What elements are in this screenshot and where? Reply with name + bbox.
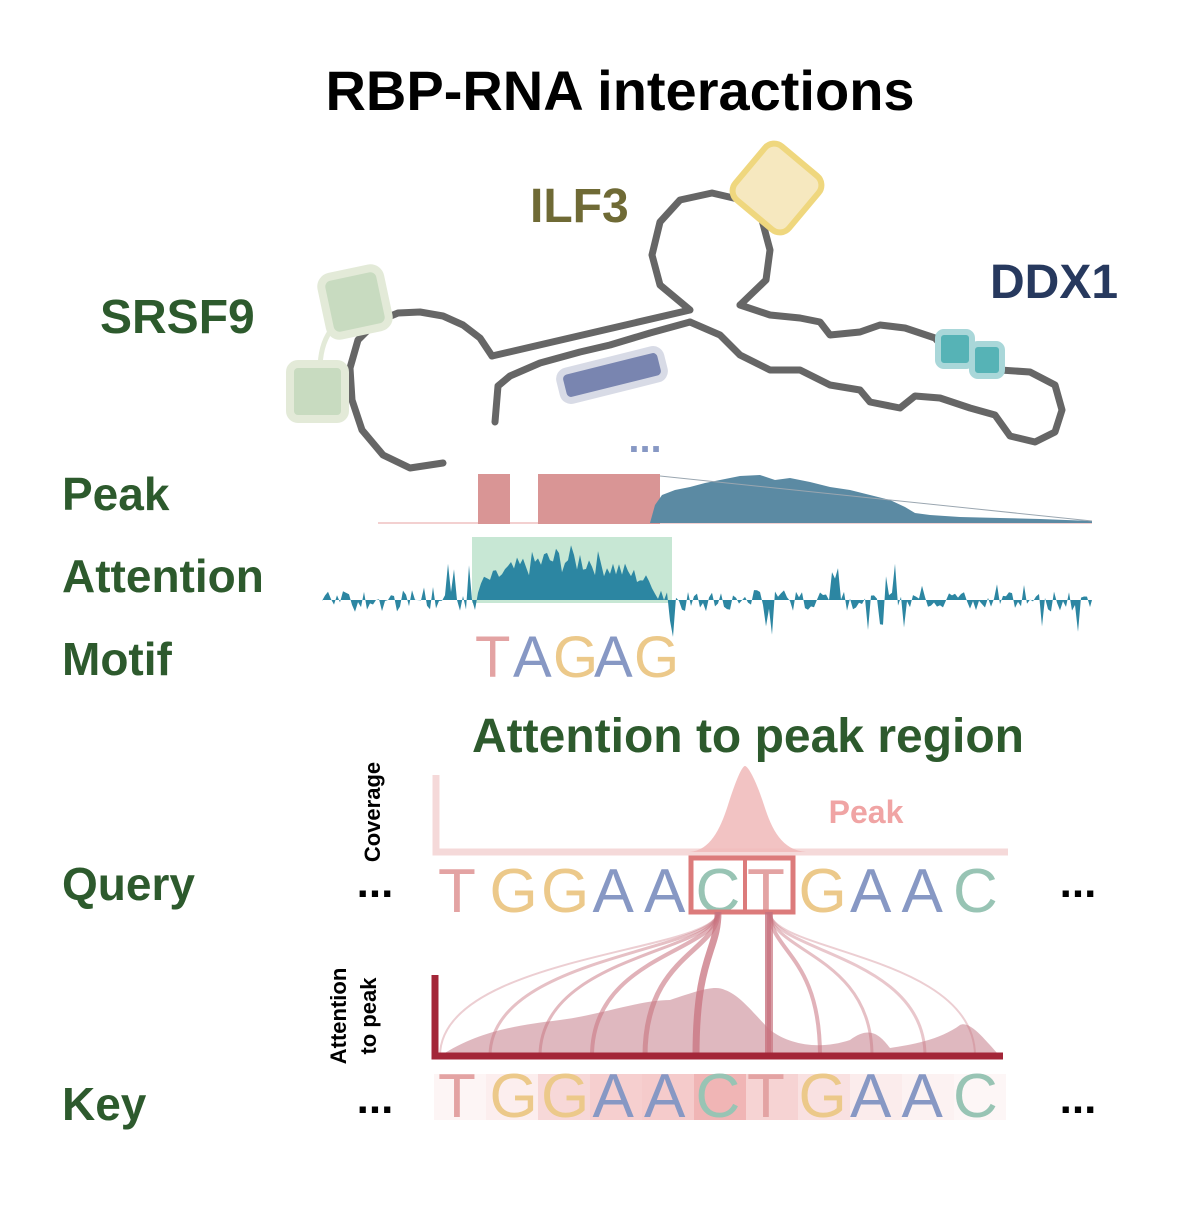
- query-ellipsis-left: ...: [357, 858, 394, 907]
- attention-arc: [769, 911, 976, 1057]
- query-letter: A: [593, 857, 635, 926]
- query-letter: C: [953, 857, 998, 926]
- rna-ellipsis: ...: [628, 417, 661, 461]
- key-shade-cell: [798, 1074, 850, 1120]
- peak-bar-2: [538, 474, 660, 524]
- peak-track: [378, 474, 1093, 524]
- attention-arc: [692, 911, 722, 1057]
- key-shade-cell: [642, 1074, 694, 1120]
- peak-track-label: Peak: [62, 468, 170, 520]
- section-title: Attention to peak region: [472, 710, 1024, 763]
- peak-annotation: Peak: [829, 794, 904, 830]
- query-letter: G: [541, 857, 589, 926]
- attention-arc: [439, 911, 719, 1057]
- motif-letter: A: [513, 625, 552, 690]
- attention-signal: [322, 545, 1092, 637]
- query-letter: G: [799, 857, 847, 926]
- attention-arc: [768, 911, 927, 1057]
- key-label: Key: [62, 1078, 147, 1130]
- attention-arc: [768, 911, 822, 1057]
- key-letter: T: [438, 1062, 476, 1131]
- query-highlight-box: [688, 855, 796, 915]
- key-letter: G: [490, 1062, 538, 1131]
- attention-track-label: Attention: [62, 550, 264, 602]
- rbp-bar: [556, 346, 668, 404]
- coverage-axis-label: Coverage: [360, 762, 385, 862]
- ddx1-domain-2: [969, 341, 1005, 379]
- query-label: Query: [62, 858, 195, 910]
- key-letter: T: [747, 1062, 785, 1131]
- key-shade-cell: [746, 1074, 798, 1120]
- key-shade-cell: [434, 1074, 486, 1120]
- key-letter: A: [850, 1062, 892, 1131]
- key-ellipsis-left: ...: [357, 1074, 394, 1123]
- key-letter: A: [644, 1062, 686, 1131]
- motif-logo: T A GA G: [475, 625, 679, 690]
- coverage-axis: [432, 775, 1008, 856]
- query-ellipsis-right: ...: [1060, 858, 1097, 907]
- query-letter: A: [644, 857, 686, 926]
- key-shade-cell: [902, 1074, 954, 1120]
- attention-axis: [431, 975, 1003, 1060]
- key-attention-shading: [434, 1074, 1006, 1120]
- key-shade-cell: [694, 1074, 746, 1120]
- motif-letter: A: [594, 625, 633, 690]
- attention-arc: [488, 911, 720, 1057]
- key-letter: A: [593, 1062, 635, 1131]
- motif-letter: G: [553, 625, 598, 690]
- coverage-peak: [690, 766, 806, 852]
- motif-track-label: Motif: [62, 633, 173, 685]
- key-shade-cell: [590, 1074, 642, 1120]
- srsf9-protein: [286, 264, 393, 423]
- attention-area: [440, 988, 1000, 1056]
- peak-trend-line: [659, 475, 1093, 522]
- attention-arc: [768, 911, 874, 1057]
- peak-bar-1: [478, 474, 510, 524]
- key-shade-cell: [538, 1074, 590, 1120]
- srsf9-label: SRSF9: [100, 291, 255, 344]
- key-letter: A: [902, 1062, 944, 1131]
- key-shade-cell: [850, 1074, 902, 1120]
- motif-letter: T: [475, 625, 510, 690]
- key-shade-cell: [486, 1074, 538, 1120]
- query-letter: T: [438, 857, 476, 926]
- key-ellipsis-right: ...: [1060, 1074, 1097, 1123]
- figure-title: RBP-RNA interactions: [325, 59, 914, 122]
- key-letter: C: [696, 1062, 741, 1131]
- attention-axis-label-line2: to peak: [356, 977, 381, 1055]
- ilf3-label: ILF3: [530, 180, 629, 233]
- key-letter: G: [799, 1062, 847, 1131]
- key-letter: C: [953, 1062, 998, 1131]
- rna-right-arm: [686, 301, 1066, 446]
- ddx1-domain-1: [935, 329, 975, 369]
- attention-axis-label-line1: Attention: [326, 968, 351, 1065]
- query-letter: G: [490, 857, 538, 926]
- srsf9-domain-2: [286, 360, 349, 423]
- rna-left-loop: [346, 308, 496, 472]
- rna-lower-strand: [491, 318, 694, 426]
- attention-to-peak-plot: Attention to peak: [326, 911, 1003, 1065]
- coverage-plot: Coverage Peak: [360, 762, 1008, 862]
- motif-letter: G: [634, 625, 679, 690]
- attention-track: [322, 537, 1092, 637]
- query-letter: A: [902, 857, 944, 926]
- query-letter: A: [850, 857, 892, 926]
- srsf9-domain-1: [317, 264, 393, 340]
- key-shade-cell: [954, 1074, 1006, 1120]
- ddx1-protein: [935, 329, 1005, 379]
- ilf3-protein: [729, 140, 825, 236]
- peak-coverage-area: [650, 475, 1092, 523]
- attention-arcs: [439, 911, 976, 1057]
- rna-upper-stem: [488, 189, 774, 360]
- key-letter: G: [541, 1062, 589, 1131]
- ddx1-label: DDX1: [990, 256, 1118, 309]
